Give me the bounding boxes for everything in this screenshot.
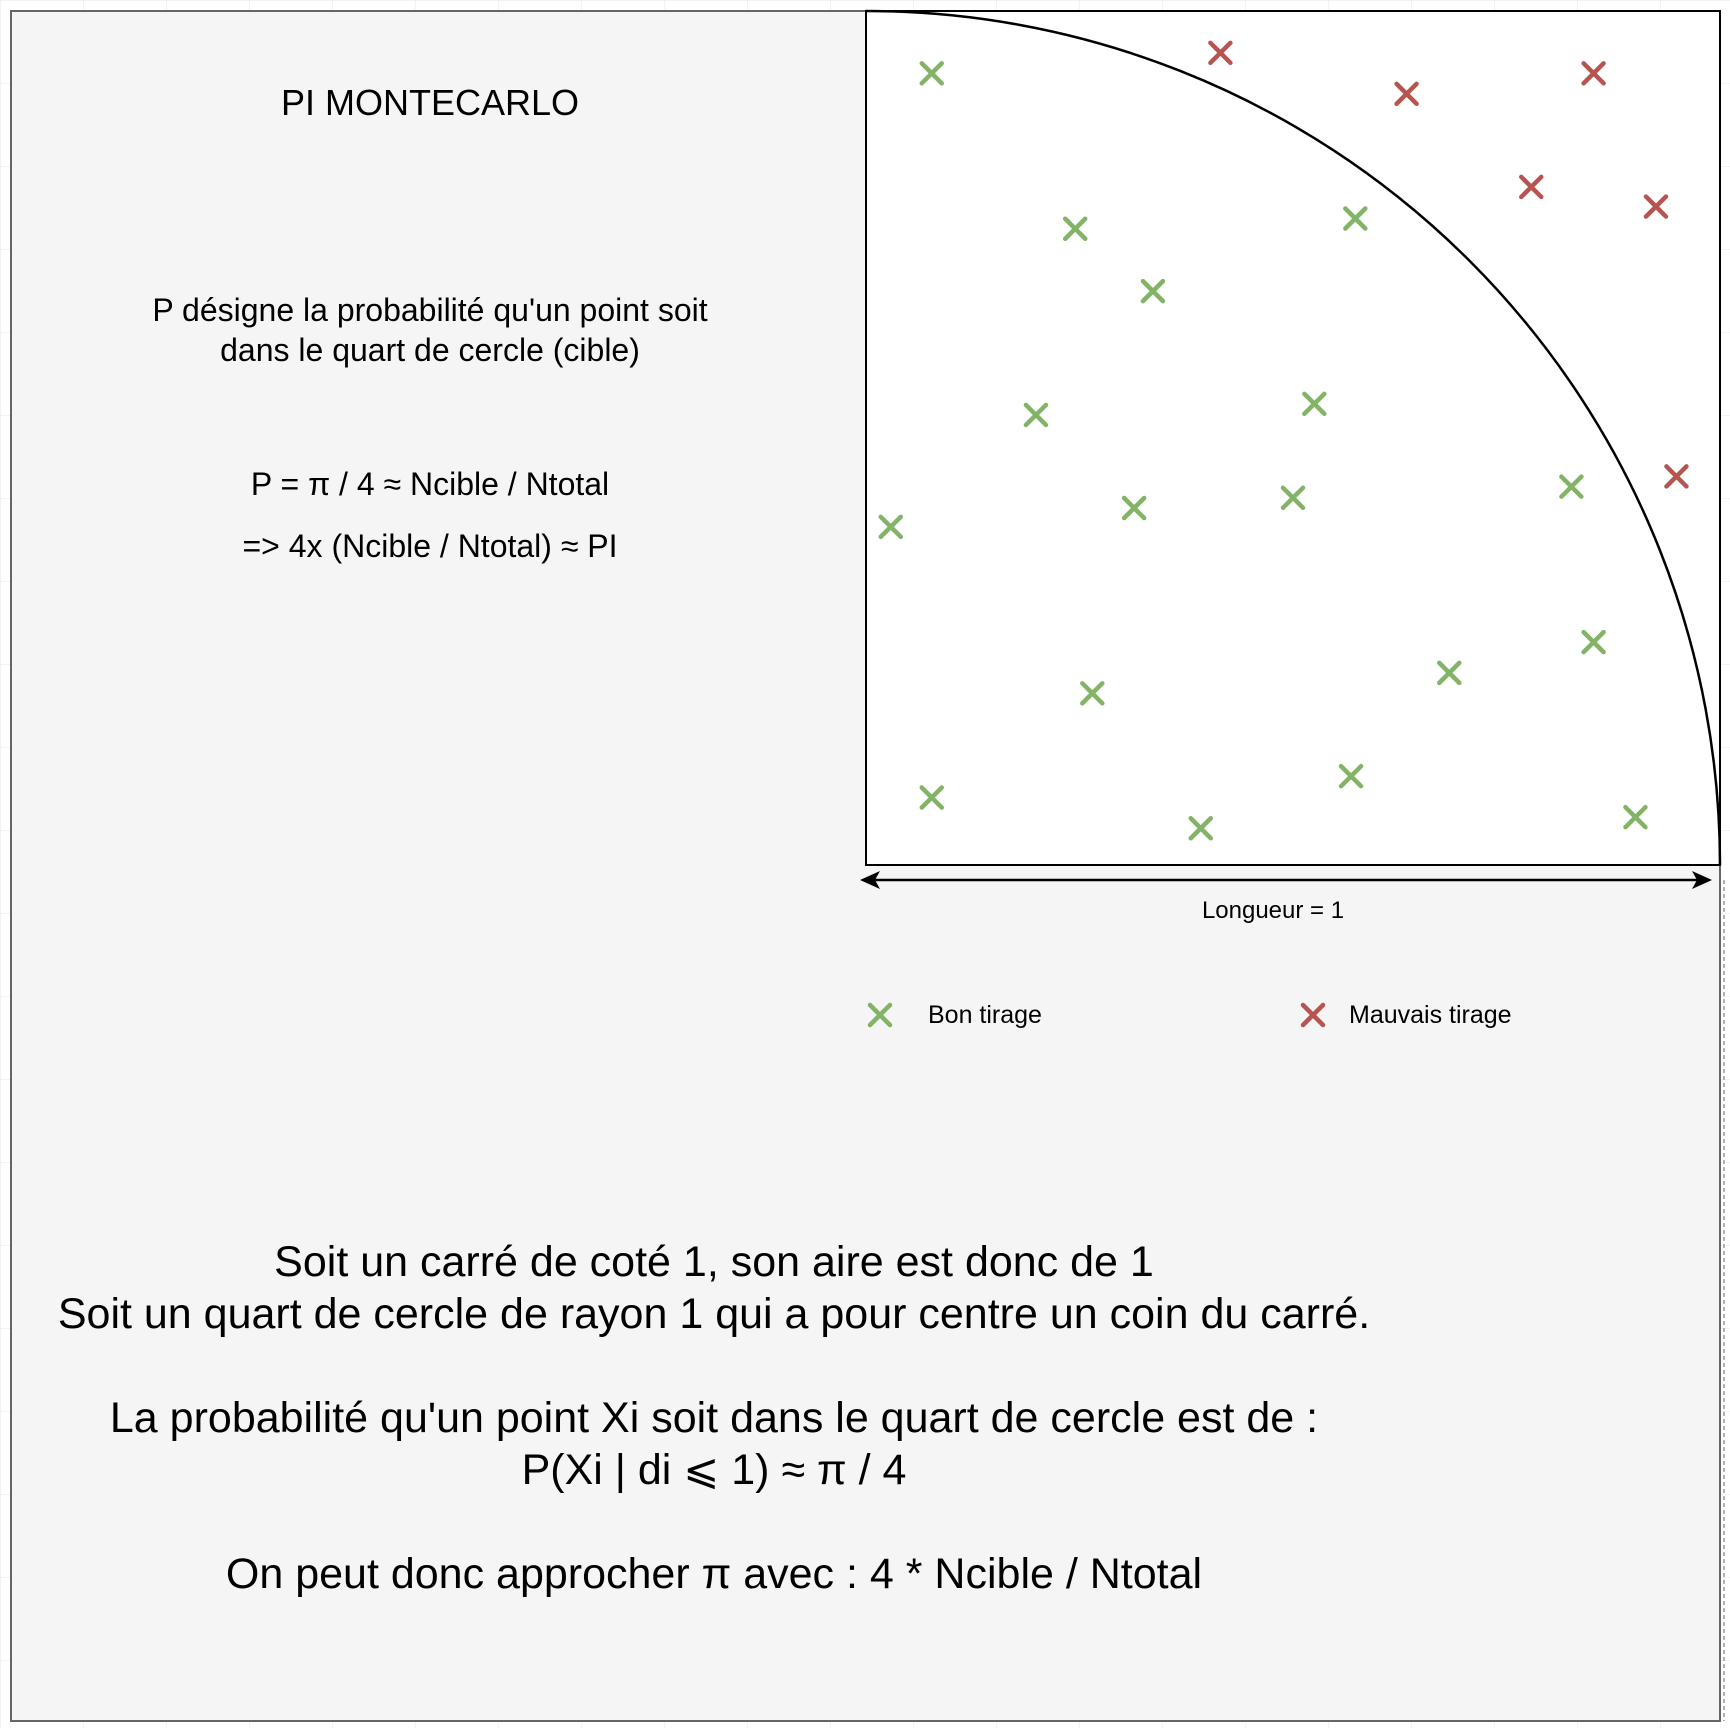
good-sample-point — [1623, 804, 1648, 830]
unit-square — [865, 10, 1721, 866]
formula-pi: => 4x (Ncible / Ntotal) ≈ PI — [242, 528, 618, 564]
explanation-text: Soit un carré de coté 1, son aire est do… — [14, 1236, 1414, 1600]
good-sample-point — [1023, 402, 1049, 428]
good-sample-point — [919, 785, 945, 810]
good-sample-point — [1559, 474, 1584, 499]
good-sample-point — [1343, 206, 1368, 231]
explanation-line-5: P(Xi | di ⩽ 1) ≈ π / 4 — [521, 1446, 907, 1494]
legend-good-label: Bon tirage — [928, 1001, 1042, 1029]
good-sample-point — [1302, 391, 1327, 417]
legend-bad-marker — [1300, 1002, 1326, 1028]
legend-good-marker — [867, 1002, 893, 1028]
bad-sample-point — [1208, 40, 1233, 66]
good-sample-point — [1581, 629, 1606, 655]
explanation-line-2: Soit un quart de cercle de rayon 1 qui a… — [57, 1290, 1371, 1338]
bad-sample-point — [1519, 174, 1544, 200]
good-sample-point — [1188, 816, 1214, 841]
points-layer — [878, 40, 1689, 841]
length-label: Longueur = 1 — [1201, 897, 1345, 924]
good-sample-point — [1338, 763, 1364, 789]
good-sample-point — [1080, 681, 1105, 706]
explanation-line-4: La probabilité qu'un point Xi soit dans … — [109, 1394, 1319, 1442]
bad-sample-point — [1643, 194, 1669, 219]
length-arrow — [860, 871, 1712, 889]
good-sample-point — [878, 514, 904, 540]
bad-sample-point — [1394, 81, 1419, 107]
intro-line-1: P désigne la probabilité qu'un point soi… — [152, 292, 708, 328]
good-sample-point — [1121, 495, 1147, 521]
intro-text: P désigne la probabilité qu'un point soi… — [100, 290, 760, 370]
good-sample-point — [1140, 278, 1166, 304]
good-sample-point — [1280, 485, 1306, 511]
legend-marks — [867, 1002, 1326, 1028]
good-sample-point — [1062, 216, 1088, 242]
legend-bad-label: Mauvais tirage — [1349, 1001, 1512, 1029]
bad-sample-point — [1664, 464, 1689, 489]
page-title: PI MONTECARLO — [280, 82, 580, 123]
quarter-circle-arc — [865, 9, 1722, 866]
intro-line-2: dans le quart de cercle (cible) — [220, 332, 640, 368]
good-sample-point — [919, 61, 945, 86]
good-sample-point — [1437, 660, 1462, 686]
formula-probability: P = π / 4 ≈ Ncible / Ntotal — [250, 466, 610, 502]
explanation-line-1: Soit un carré de coté 1, son aire est do… — [274, 1238, 1154, 1286]
explanation-line-7: On peut donc approcher π avec : 4 * Ncib… — [225, 1550, 1203, 1598]
bad-sample-point — [1581, 61, 1606, 86]
